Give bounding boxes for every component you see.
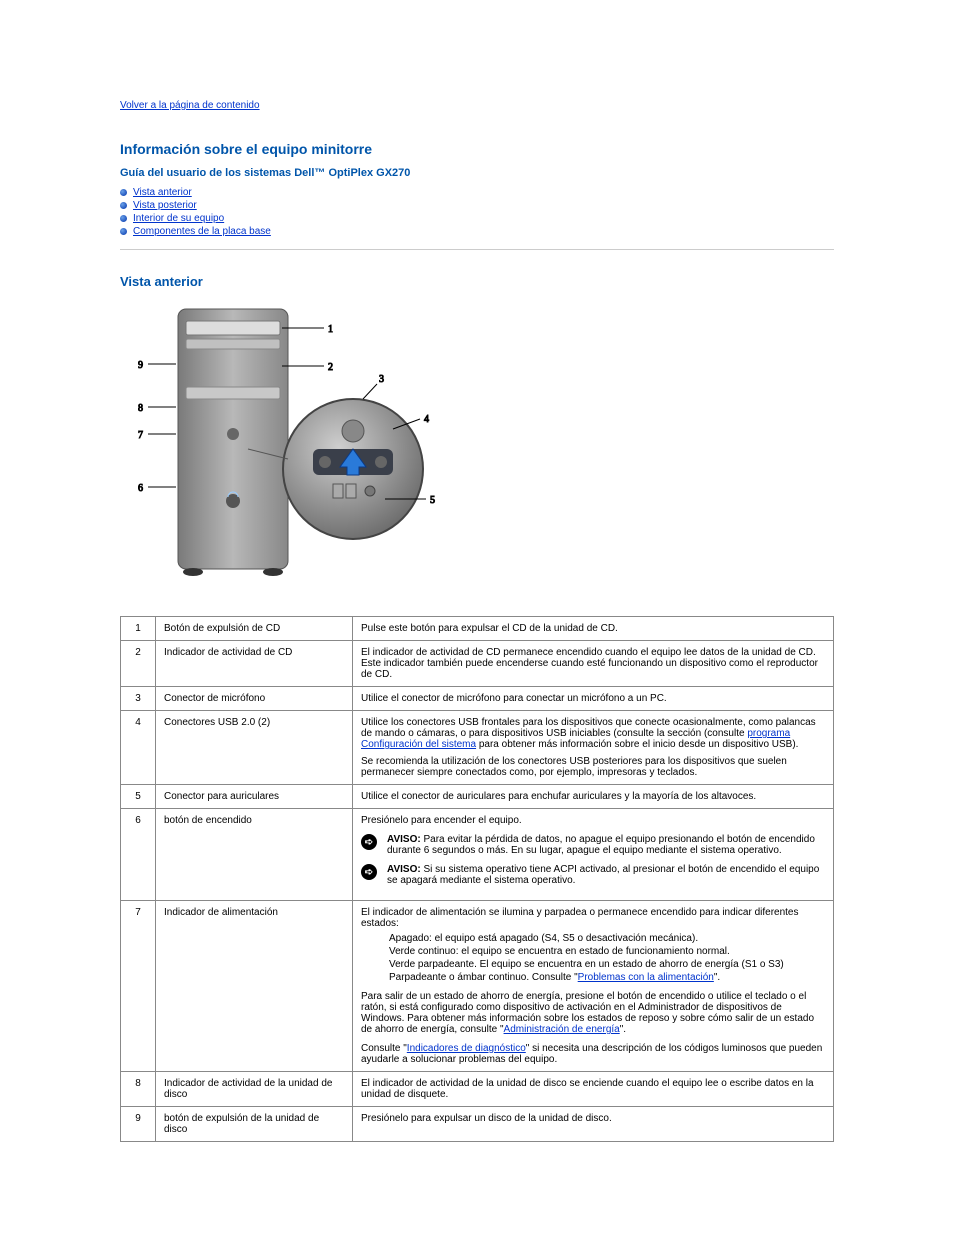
cell-num: 9 [121, 1107, 156, 1142]
cell-desc: Pulse este botón para expulsar el CD de … [353, 617, 834, 641]
cell-label: botón de encendido [156, 809, 353, 901]
front-components-table: 1 Botón de expulsión de CD Pulse este bo… [120, 616, 834, 1142]
cell-label: Indicador de alimentación [156, 901, 353, 1072]
bullet-icon [120, 215, 127, 222]
divider [120, 249, 834, 250]
svg-text:1: 1 [328, 324, 333, 335]
svg-text:2: 2 [328, 362, 333, 373]
svg-text:6: 6 [138, 483, 143, 494]
table-row: 6 botón de encendido Presiónelo para enc… [121, 809, 834, 901]
cell-desc: Presiónelo para encender el equipo. AVIS… [353, 809, 834, 901]
toc-list: Vista anterior Vista posterior Interior … [120, 187, 834, 237]
notice-icon [361, 834, 377, 850]
cell-desc: El indicador de actividad de CD permanec… [353, 641, 834, 687]
cell-num: 3 [121, 687, 156, 711]
cell-desc: El indicador de alimentación se ilumina … [353, 901, 834, 1072]
diag-indicators-link[interactable]: Indicadores de diagnóstico [407, 1043, 526, 1054]
table-row: 5 Conector para auriculares Utilice el c… [121, 785, 834, 809]
cell-num: 6 [121, 809, 156, 901]
cell-desc: Utilice el conector de micrófono para co… [353, 687, 834, 711]
table-row: 2 Indicador de actividad de CD El indica… [121, 641, 834, 687]
toc-link[interactable]: Componentes de la placa base [133, 226, 271, 237]
front-view-figure: 1 2 3 4 5 6 7 8 9 [138, 299, 834, 592]
svg-text:3: 3 [379, 374, 384, 385]
cell-label: botón de expulsión de la unidad de disco [156, 1107, 353, 1142]
cell-num: 7 [121, 901, 156, 1072]
table-row: 9 botón de expulsión de la unidad de dis… [121, 1107, 834, 1142]
table-row: 3 Conector de micrófono Utilice el conec… [121, 687, 834, 711]
bullet-icon [120, 228, 127, 235]
svg-text:4: 4 [424, 414, 429, 425]
svg-text:9: 9 [138, 360, 143, 371]
cell-desc: Utilice los conectores USB frontales par… [353, 711, 834, 785]
table-row: 8 Indicador de actividad de la unidad de… [121, 1072, 834, 1107]
table-row: 7 Indicador de alimentación El indicador… [121, 901, 834, 1072]
toc-link[interactable]: Vista anterior [133, 187, 192, 198]
bullet-icon [120, 189, 127, 196]
back-to-contents-link[interactable]: Volver a la página de contenido [120, 100, 834, 111]
cell-num: 1 [121, 617, 156, 641]
cell-desc: Utilice el conector de auriculares para … [353, 785, 834, 809]
toc-link[interactable]: Interior de su equipo [133, 213, 224, 224]
bullet-icon [120, 202, 127, 209]
toc-link[interactable]: Vista posterior [133, 200, 197, 211]
svg-text:8: 8 [138, 403, 143, 414]
cell-label: Botón de expulsión de CD [156, 617, 353, 641]
cell-num: 2 [121, 641, 156, 687]
cell-label: Indicador de actividad de CD [156, 641, 353, 687]
section-heading-front: Vista anterior [120, 274, 834, 289]
cell-desc: Presiónelo para expulsar un disco de la … [353, 1107, 834, 1142]
cell-label: Conector para auriculares [156, 785, 353, 809]
cell-desc: El indicador de actividad de la unidad d… [353, 1072, 834, 1107]
cell-num: 8 [121, 1072, 156, 1107]
cell-label: Indicador de actividad de la unidad de d… [156, 1072, 353, 1107]
svg-text:5: 5 [430, 495, 435, 506]
notice-icon [361, 864, 377, 880]
table-row: 1 Botón de expulsión de CD Pulse este bo… [121, 617, 834, 641]
power-mgmt-link[interactable]: Administración de energía [504, 1024, 620, 1035]
cell-num: 4 [121, 711, 156, 785]
cell-label: Conector de micrófono [156, 687, 353, 711]
doc-subtitle: Guía del usuario de los sistemas Dell™ O… [120, 167, 834, 179]
table-row: 4 Conectores USB 2.0 (2) Utilice los con… [121, 711, 834, 785]
page-title: Información sobre el equipo minitorre [120, 141, 834, 157]
cell-num: 5 [121, 785, 156, 809]
power-problems-link[interactable]: Problemas con la alimentación [578, 972, 714, 983]
cell-label: Conectores USB 2.0 (2) [156, 711, 353, 785]
svg-text:7: 7 [138, 430, 143, 441]
